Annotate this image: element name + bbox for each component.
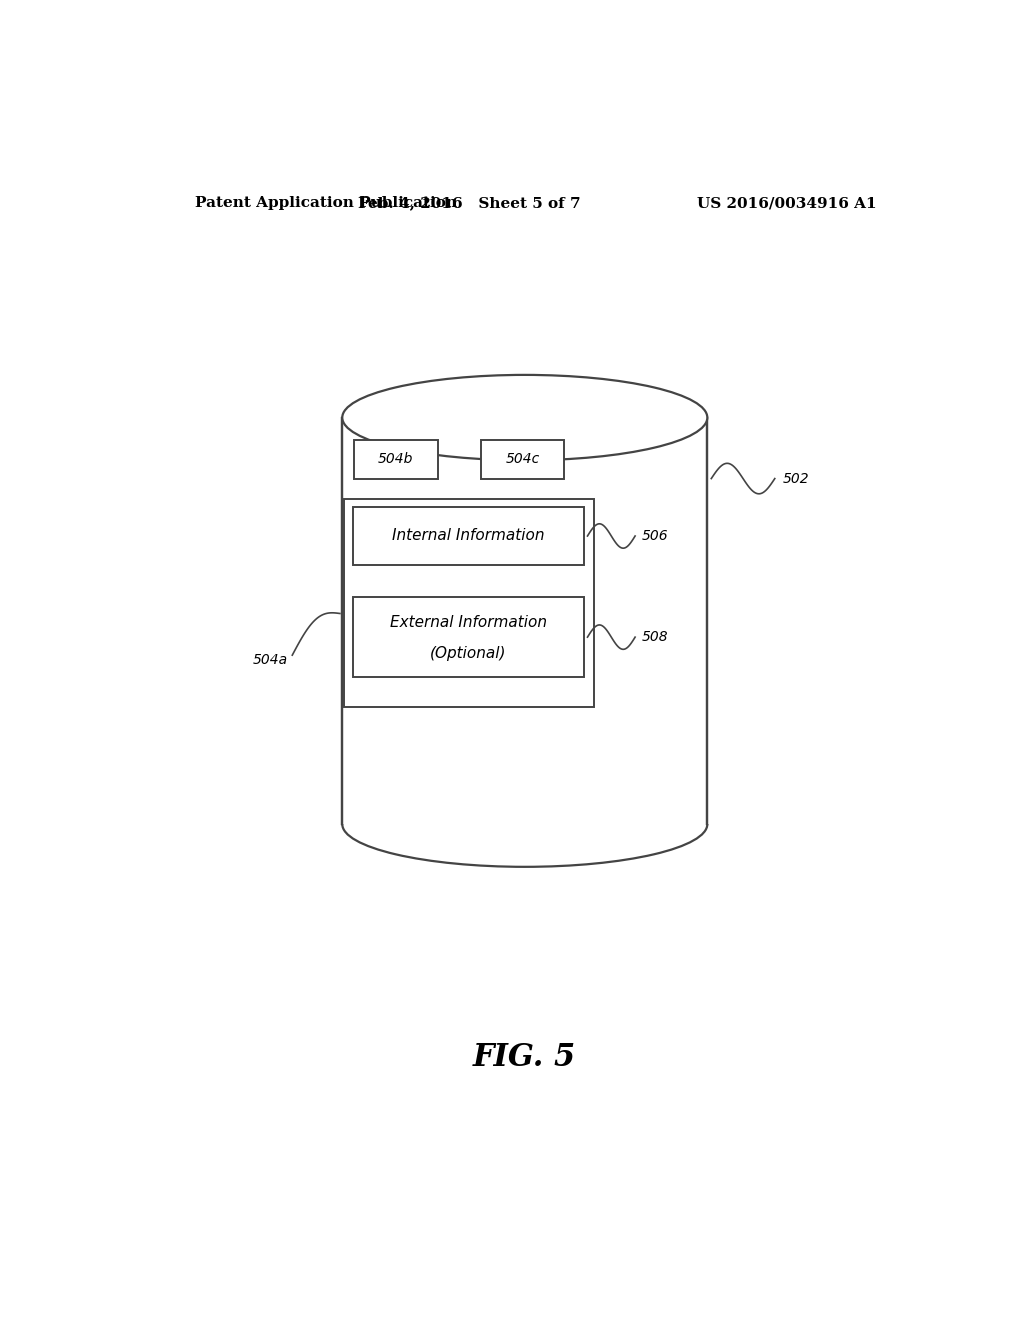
- Text: US 2016/0034916 A1: US 2016/0034916 A1: [697, 197, 877, 210]
- Bar: [481, 440, 564, 479]
- Text: External Information: External Information: [390, 615, 547, 631]
- Ellipse shape: [342, 375, 708, 461]
- Bar: [344, 499, 594, 708]
- Text: 502: 502: [782, 471, 809, 486]
- Text: Patent Application Publication: Patent Application Publication: [196, 197, 458, 210]
- Text: (Optional): (Optional): [430, 645, 507, 661]
- Polygon shape: [338, 776, 712, 824]
- Text: 504b: 504b: [378, 453, 414, 466]
- Bar: [353, 507, 584, 565]
- Text: 506: 506: [641, 529, 668, 543]
- Text: Internal Information: Internal Information: [392, 528, 545, 544]
- Text: 504a: 504a: [253, 653, 289, 667]
- Text: Feb. 4, 2016   Sheet 5 of 7: Feb. 4, 2016 Sheet 5 of 7: [358, 197, 581, 210]
- Text: FIG. 5: FIG. 5: [473, 1043, 577, 1073]
- Bar: [354, 440, 437, 479]
- Ellipse shape: [342, 781, 708, 867]
- Text: 508: 508: [641, 630, 668, 644]
- Polygon shape: [342, 417, 708, 824]
- Text: 504c: 504c: [506, 453, 540, 466]
- Bar: [353, 598, 584, 677]
